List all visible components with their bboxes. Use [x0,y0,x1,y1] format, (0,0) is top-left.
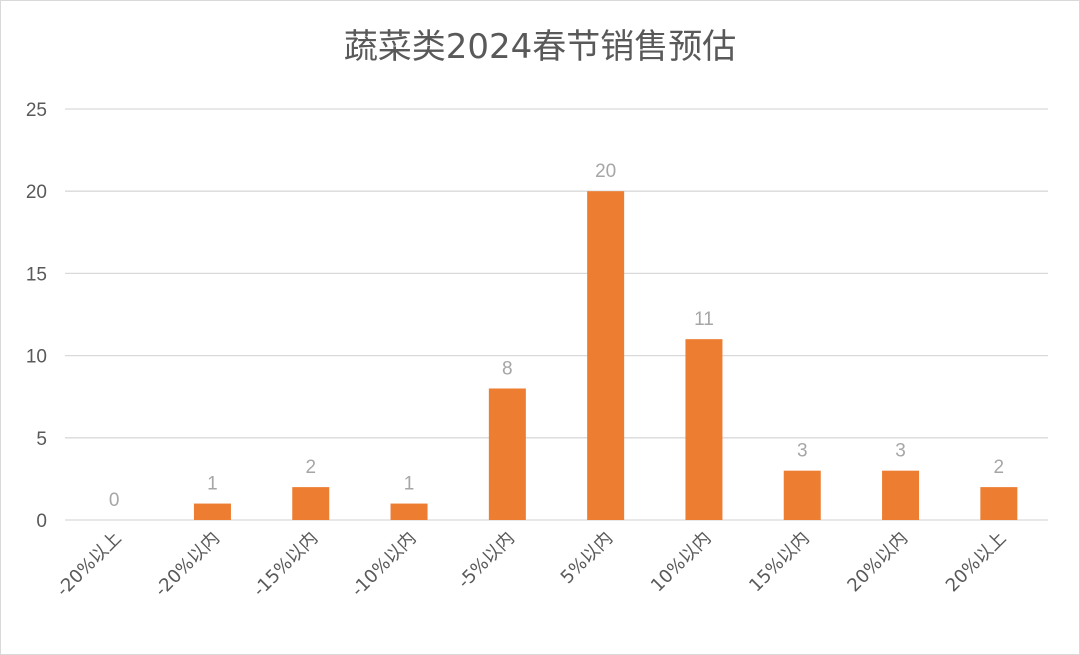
y-tick-label: 10 [26,347,47,368]
y-tick-label: 5 [36,429,47,450]
x-category-label: 10%以内 [647,528,716,597]
chart-title: 蔬菜类2024春节销售预估 [344,27,737,67]
y-axis-ticks: 0 5 10 15 20 25 [26,100,47,532]
x-category-label: -5%以内 [454,528,519,593]
bar [193,503,231,520]
x-category-label: -20%以上 [52,528,125,601]
data-label: 3 [895,441,906,462]
bar [783,470,821,520]
y-tick-label: 0 [36,511,47,532]
bar [980,487,1018,520]
x-category-label: -10%以内 [347,528,420,601]
x-category-label: 15%以内 [745,528,814,597]
bar [882,470,920,520]
bars [193,191,1018,520]
x-category-label: 20%以内 [843,528,912,597]
x-axis-categories: -20%以上 -20%以内 -15%以内 -10%以内 -5%以内 5%以内 10%以内 15… [52,528,1010,601]
x-category-label: 20%以上 [942,528,1011,597]
data-label: 8 [502,358,513,379]
y-tick-label: 15 [26,264,47,285]
y-tick-label: 25 [26,100,47,121]
x-category-label: -15%以内 [249,528,322,601]
x-category-label: 5%以内 [557,528,618,589]
data-label: 11 [694,309,714,330]
data-label: 2 [994,457,1005,478]
bar [685,339,723,520]
bar [488,388,526,520]
data-label: 20 [595,161,616,182]
bar [587,191,625,520]
data-label: 2 [305,457,316,478]
y-tick-label: 20 [26,182,47,203]
data-labels: 0 1 2 1 8 20 11 3 3 2 [109,161,1004,511]
data-label: 0 [109,490,120,511]
x-category-label: -20%以内 [151,528,224,601]
data-label: 1 [207,474,218,495]
bar [390,503,428,520]
data-label: 1 [404,474,415,495]
data-label: 3 [797,441,808,462]
bar [292,487,330,520]
